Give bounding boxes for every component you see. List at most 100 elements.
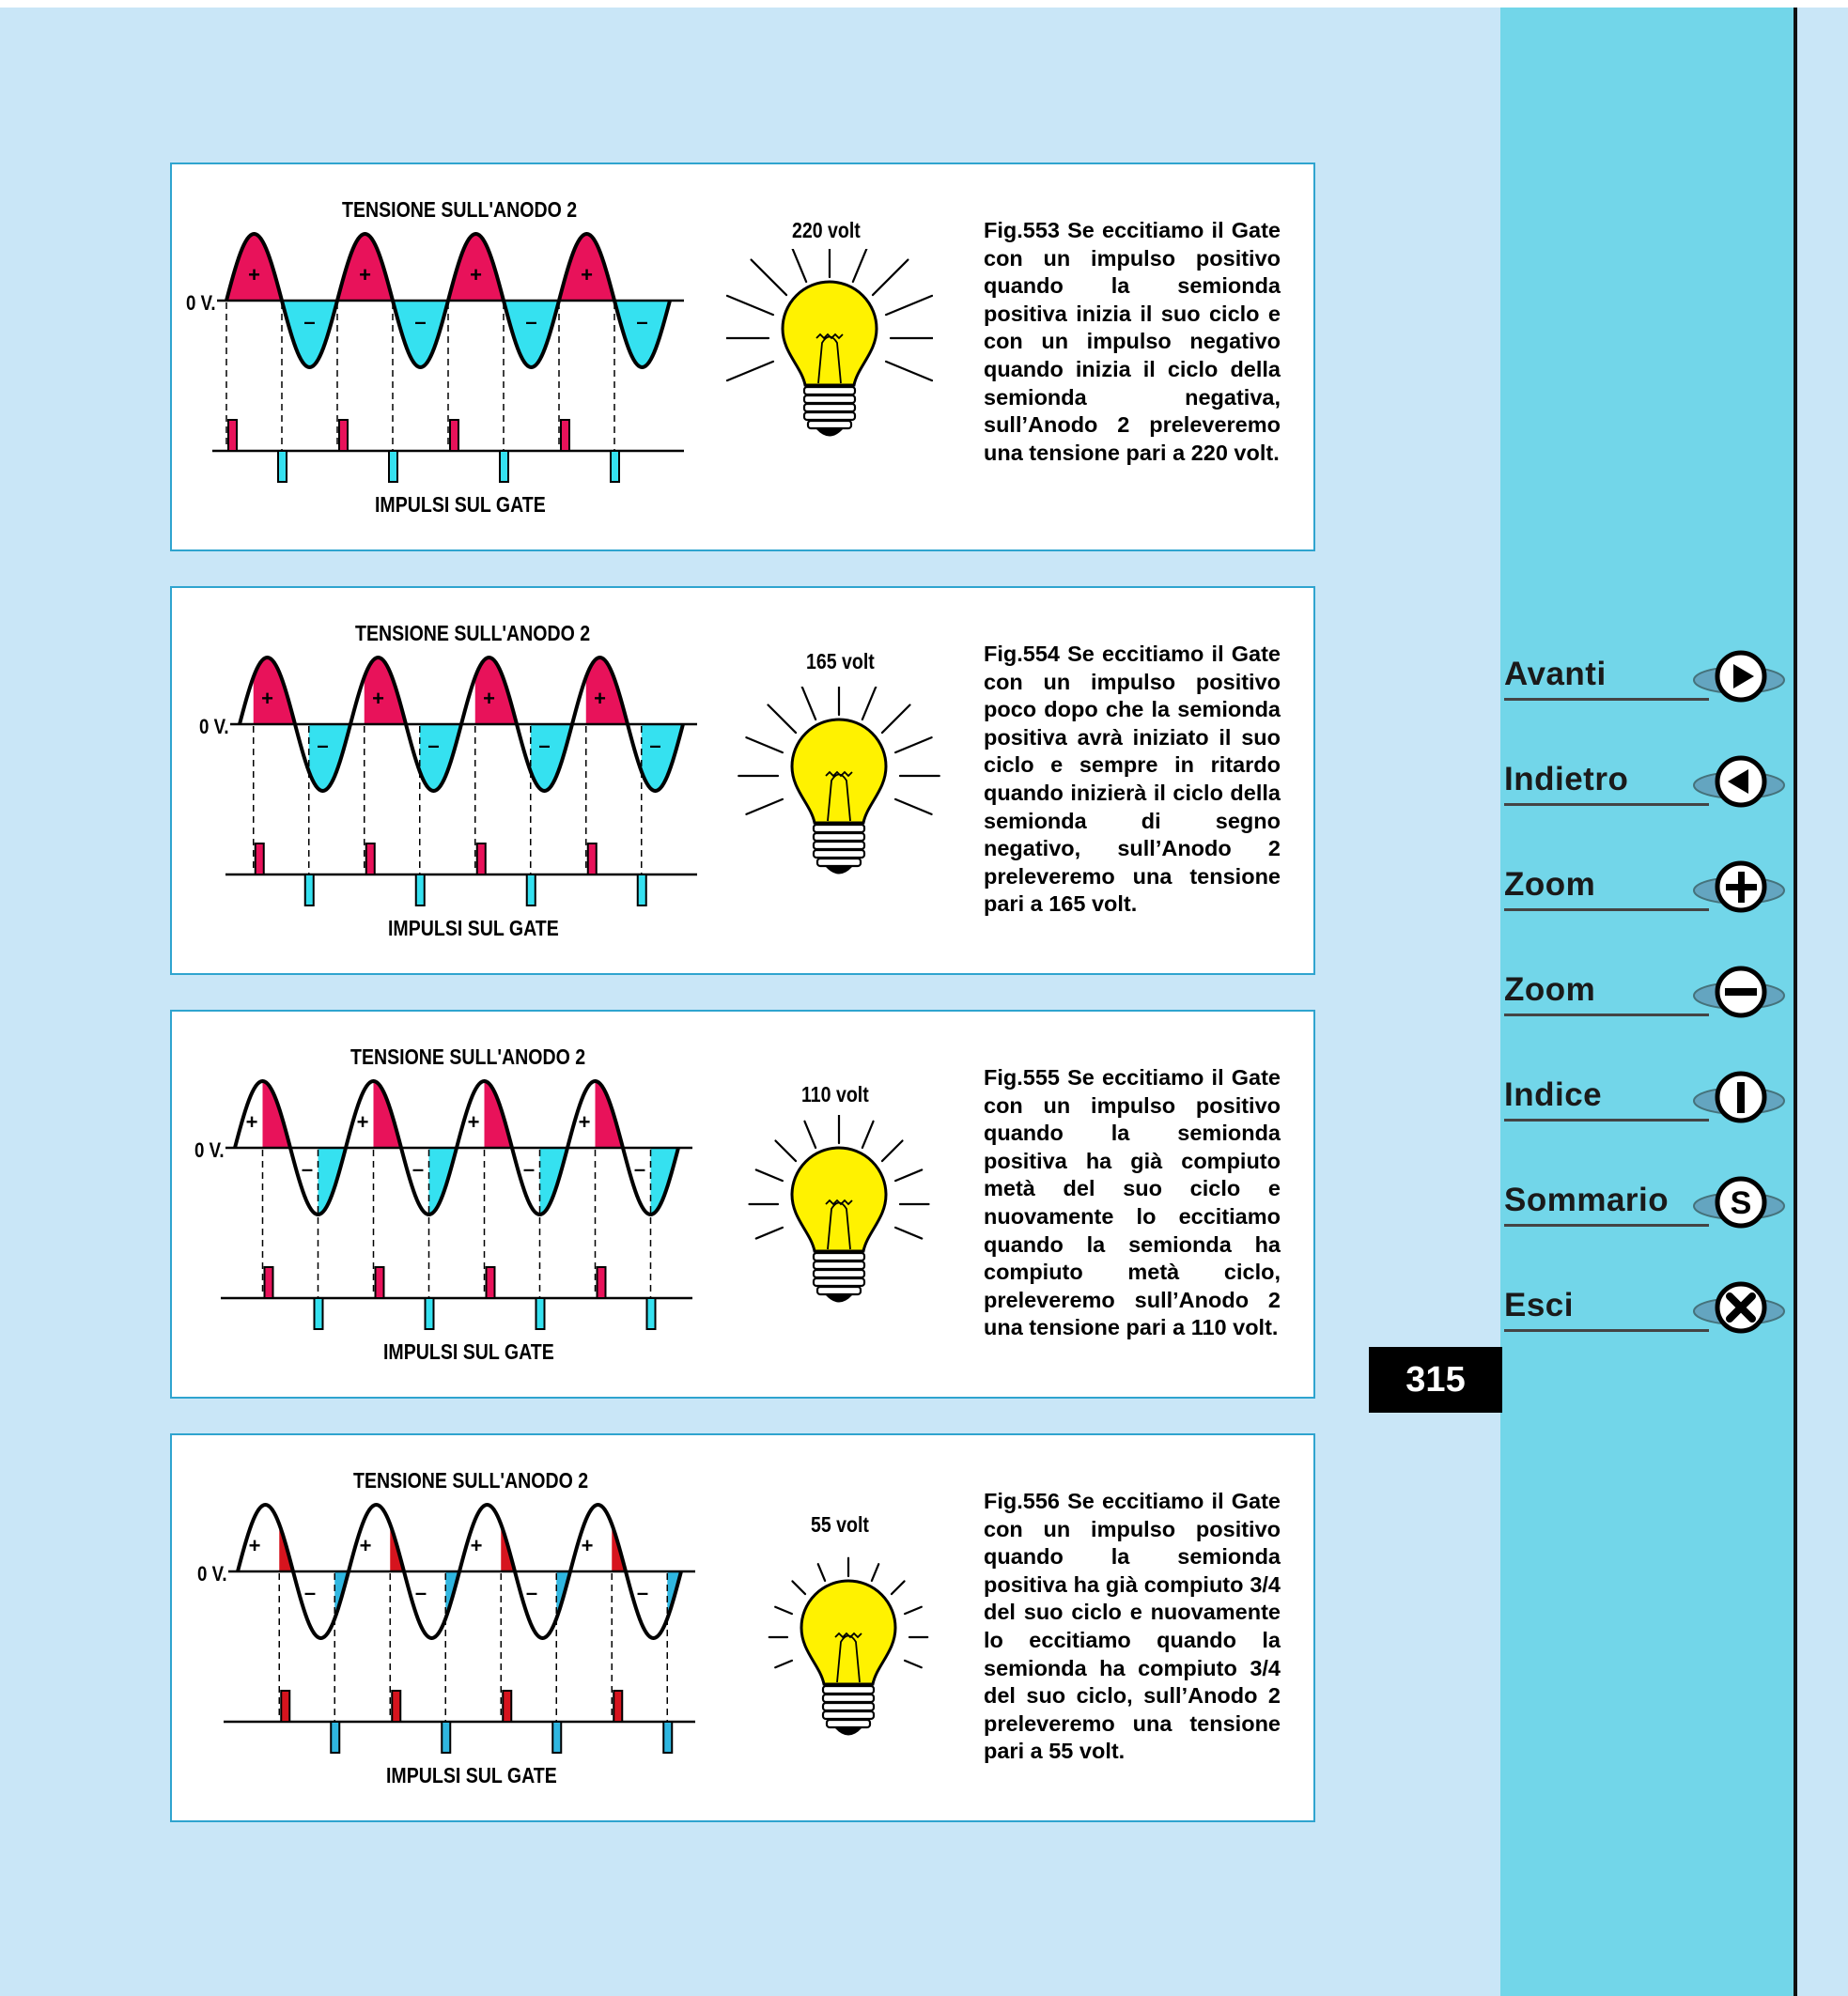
figure-caption: Fig.556 Se eccitiamo il Gate con un impu…	[984, 1489, 1281, 1764]
light-bulb-icon	[748, 1115, 930, 1303]
plus-sign: +	[261, 687, 273, 710]
nav-indice-button[interactable]: Indice	[1504, 1069, 1786, 1125]
plus-sign: +	[470, 263, 482, 286]
bulb-thread	[806, 419, 853, 430]
zero-volt-label: 0 V.	[199, 715, 229, 738]
positive-gate-pulse	[475, 843, 487, 875]
plus-sign: +	[581, 263, 593, 286]
light-ray	[893, 797, 933, 815]
nav-sommario-button[interactable]: Sommario S	[1504, 1174, 1786, 1230]
i-icon[interactable]	[1692, 1069, 1786, 1125]
bulb-thread	[812, 1251, 866, 1262]
nav-zoom-out-button[interactable]: Zoom	[1504, 964, 1786, 1020]
top-strip	[0, 0, 1848, 8]
bulb-thread	[812, 1260, 866, 1271]
wave-title: TENSIONE SULL'ANODO 2	[355, 621, 591, 645]
figure-553-panel: TENSIONE SULL'ANODO 2 0 V. + – + – + – + – IMPU…	[170, 162, 1315, 551]
nav-zoom-in-button[interactable]: Zoom	[1504, 859, 1786, 915]
nav-underline	[1504, 908, 1709, 911]
zero-volt-label: 0 V.	[186, 291, 216, 315]
minus-icon[interactable]	[1692, 964, 1786, 1020]
bulb-filament	[815, 333, 844, 384]
nav-label: Zoom	[1504, 971, 1596, 1008]
plus-sign: +	[579, 1110, 591, 1134]
nav-label: Avanti	[1504, 656, 1607, 692]
icon-glyph	[1726, 1292, 1756, 1323]
figure-caption: Fig.553 Se eccitiamo il Gate con un impu…	[984, 218, 1281, 465]
icon-glyph	[1728, 769, 1748, 794]
negative-gate-pulse	[330, 1721, 341, 1754]
light-ray	[791, 249, 808, 284]
positive-gate-pulse	[227, 419, 238, 452]
light-ray	[726, 294, 775, 317]
negative-gate-pulse	[499, 450, 509, 483]
light-ray	[774, 1605, 794, 1616]
negative-halfwave-fill	[428, 1148, 457, 1215]
anode-voltage-diagram: + – + – + – + –	[212, 232, 684, 483]
minus-sign: –	[415, 1581, 427, 1604]
gate-title: IMPULSI SUL GATE	[386, 1763, 557, 1787]
nav-esci-button[interactable]: Esci	[1504, 1279, 1786, 1336]
positive-gate-pulse	[560, 419, 570, 452]
figure-555-panel: TENSIONE SULL'ANODO 2 0 V. + – + – + – + – IMPU…	[170, 1010, 1315, 1399]
light-ray	[903, 1605, 923, 1616]
bulb-tip	[816, 429, 843, 437]
volt-label: 165 volt	[806, 649, 875, 673]
plus-sign: +	[468, 1110, 480, 1134]
x-icon[interactable]	[1692, 1279, 1786, 1336]
plus-sign: +	[357, 1110, 369, 1134]
nav-underline	[1504, 1119, 1709, 1122]
bulb-filament	[825, 1199, 853, 1250]
bulb-thread	[812, 840, 866, 851]
minus-sign: –	[634, 1157, 645, 1181]
bulb-thread	[815, 1285, 862, 1296]
figure-554-panel: TENSIONE SULL'ANODO 2 0 V. + – + – + – + – IMPU…	[170, 586, 1315, 975]
positive-gate-pulse	[502, 1690, 513, 1723]
nav-underline	[1504, 803, 1709, 806]
plus-sign: +	[372, 687, 384, 710]
positive-gate-pulse	[365, 843, 376, 875]
page-number: 315	[1369, 1347, 1502, 1413]
play-right-icon[interactable]	[1692, 648, 1786, 704]
bulb-tip	[826, 1295, 852, 1303]
negative-gate-pulse	[277, 450, 287, 483]
bulb-glass	[781, 280, 878, 387]
negative-halfwave-fill	[419, 724, 461, 791]
light-ray	[800, 687, 817, 721]
anode-voltage-diagram: + – + – + – + –	[224, 1503, 695, 1754]
nav-label: Esci	[1504, 1287, 1574, 1323]
light-ray	[870, 1563, 880, 1583]
plus-icon[interactable]	[1692, 859, 1786, 915]
minus-sign: –	[525, 310, 536, 333]
nav-indietro-button[interactable]: Indietro	[1504, 753, 1786, 810]
plus-sign: +	[582, 1534, 594, 1557]
gate-title: IMPULSI SUL GATE	[388, 916, 559, 940]
bulb-thread	[821, 1684, 876, 1695]
s-icon[interactable]: S	[1692, 1174, 1786, 1230]
plus-sign: +	[360, 1534, 372, 1557]
bulb-thread	[802, 402, 857, 413]
positive-gate-pulse	[254, 843, 265, 875]
light-ray	[893, 736, 933, 754]
nav-label: Indietro	[1504, 761, 1629, 797]
positive-halfwave-fill	[226, 234, 282, 301]
nav-underline	[1504, 1224, 1709, 1227]
nav-avanti-button[interactable]: Avanti	[1504, 648, 1786, 704]
bulb-tip	[826, 867, 852, 874]
light-ray	[861, 1120, 875, 1150]
zero-volt-label: 0 V.	[194, 1138, 225, 1162]
play-left-icon[interactable]	[1692, 753, 1786, 810]
light-ray	[767, 704, 798, 735]
light-ray	[903, 1659, 923, 1669]
positive-halfwave-fill	[595, 1081, 623, 1148]
negative-halfwave-fill	[650, 1148, 678, 1215]
minus-sign: –	[304, 1581, 316, 1604]
volt-label: 55 volt	[811, 1512, 869, 1537]
light-ray	[750, 258, 788, 297]
bulb-thread	[815, 857, 862, 868]
nav-underline	[1504, 698, 1709, 701]
figure-caption: Fig.555 Se eccitiamo il Gate con un impu…	[984, 1065, 1281, 1340]
positive-halfwave-fill	[559, 234, 614, 301]
positive-gate-pulse	[596, 1266, 607, 1299]
bulb-filament	[825, 770, 853, 822]
